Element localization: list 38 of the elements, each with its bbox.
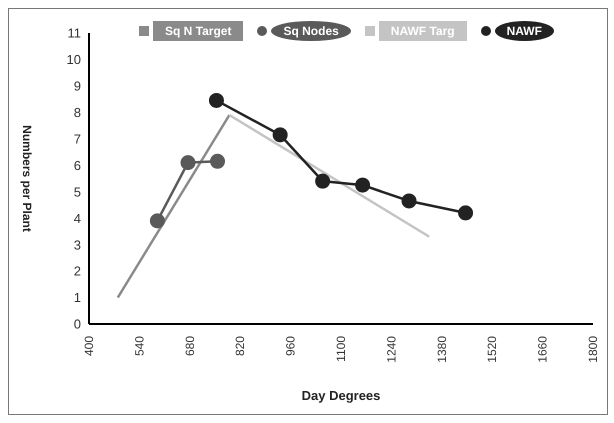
y-tick-label: 0 bbox=[74, 316, 81, 332]
y-tick-label: 10 bbox=[66, 52, 81, 68]
y-tick-label: 9 bbox=[74, 78, 81, 94]
point bbox=[210, 154, 226, 169]
y-tick-label: 6 bbox=[74, 158, 81, 173]
y-axis-title: Numbers per Plant bbox=[20, 125, 34, 232]
point bbox=[150, 213, 165, 228]
legend-label: NAWF Targ bbox=[378, 21, 467, 41]
x-tick-label: 680 bbox=[182, 336, 197, 356]
x-tick-label: 1520 bbox=[485, 336, 500, 363]
point bbox=[402, 193, 417, 208]
legend-label: NAWF bbox=[494, 21, 554, 41]
y-tick-label: 5 bbox=[74, 184, 81, 200]
y-tick-label: 2 bbox=[74, 264, 81, 279]
x-tick-label: 1100 bbox=[334, 336, 348, 362]
x-tick-label: 960 bbox=[284, 336, 298, 356]
y-tick-label: 3 bbox=[74, 237, 81, 252]
x-tick-label: 1660 bbox=[536, 336, 550, 363]
y-tick-label: 4 bbox=[74, 210, 81, 226]
y-tick-label: 11 bbox=[68, 26, 81, 41]
y-tick-label: 7 bbox=[74, 131, 81, 146]
x-tick-label: 1800 bbox=[586, 336, 600, 363]
x-tick-label: 1380 bbox=[434, 336, 449, 363]
point bbox=[180, 155, 196, 170]
legend-label: Sq Nodes bbox=[271, 21, 351, 41]
point bbox=[208, 92, 224, 108]
x-tick-label: 540 bbox=[132, 336, 146, 356]
x-tick-label: 400 bbox=[82, 336, 96, 356]
point bbox=[315, 174, 330, 189]
point bbox=[355, 178, 370, 193]
point bbox=[458, 205, 474, 220]
y-tick-label: 8 bbox=[74, 104, 81, 120]
x-tick-label: 1240 bbox=[384, 336, 398, 363]
y-tick-label: 1 bbox=[74, 290, 81, 306]
x-tick-label: 820 bbox=[233, 336, 248, 356]
point bbox=[272, 127, 288, 142]
legend-label: Sq N Target bbox=[153, 21, 244, 41]
x-axis-title: Day Degrees bbox=[302, 388, 380, 403]
